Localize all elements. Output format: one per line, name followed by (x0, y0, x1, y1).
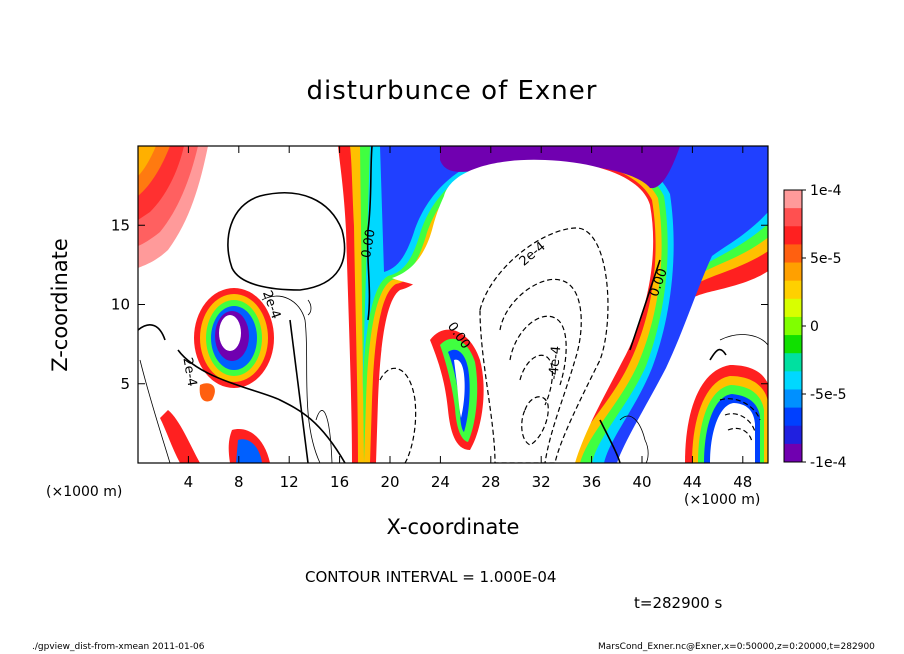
x-axis-label: X-coordinate (386, 515, 520, 539)
colorbar-swatch (784, 316, 802, 336)
colorbar-swatch (784, 407, 802, 427)
x-tick-label: 20 (380, 473, 399, 491)
solid-contours (138, 146, 727, 463)
dashed-contours (379, 227, 761, 463)
y-tick-label: 5 (120, 375, 130, 393)
colorbar-swatch (784, 208, 802, 227)
shaded-region-lower-plumes (430, 329, 484, 450)
colorbar-swatch (784, 371, 802, 390)
x-tick-label: 12 (280, 473, 299, 491)
colorbar-swatch (784, 298, 802, 318)
x-tick-label: 28 (481, 473, 500, 491)
x-tick-label: 48 (733, 473, 752, 491)
colorbar-swatch (784, 425, 802, 445)
colorbar-swatch (784, 280, 802, 300)
x-tick-label: 40 (632, 473, 651, 491)
colorbar-tick-label: 1e-4 (810, 183, 842, 199)
contour-label: -4e-4 (546, 345, 564, 380)
colorbar: 1e-4 5e-5 0 -5e-5 -1e-4 (783, 183, 847, 471)
time-label: t=282900 s (634, 594, 723, 612)
colorbar-swatch (784, 226, 802, 245)
x-tick-label: 32 (532, 473, 551, 491)
shaded-region-bottom-left (160, 383, 270, 463)
x-tick-label: 24 (431, 473, 450, 491)
contour-label: 2e-4 (179, 356, 199, 387)
colorbar-swatch (784, 389, 802, 409)
shaded-region-central-plume (338, 146, 768, 463)
x-tick-label: 36 (582, 473, 601, 491)
x-tick-label: 8 (234, 473, 244, 491)
x-unit-label-left: (×1000 m) (46, 484, 123, 500)
plot-area (138, 146, 768, 463)
colorbar-swatch (784, 190, 802, 209)
footer-script-label: ./gpview_dist-from-xmean 2011-01-06 (32, 642, 205, 652)
colorbar-swatch (784, 244, 802, 264)
thin-contours (139, 295, 768, 463)
contour-label: 0.00 (359, 228, 379, 259)
colorbar-swatch (784, 335, 802, 354)
colorbar-swatch (784, 262, 802, 282)
x-tick-label: 44 (683, 473, 702, 491)
chart-title: disturbunce of Exner (306, 76, 598, 106)
colorbar-tick-label: 5e-5 (810, 251, 841, 267)
x-tick-label: 16 (330, 473, 349, 491)
contour-interval-text: CONTOUR INTERVAL = 1.000E-04 (305, 568, 557, 586)
y-tick-label: 15 (111, 216, 130, 234)
x-unit-label-right: (×1000 m) (684, 492, 761, 508)
colorbar-tick-label: -1e-4 (810, 455, 847, 471)
y-tick-label: 10 (111, 296, 130, 314)
colorbar-tick-label: 0 (810, 319, 819, 335)
shaded-region-left-ring (194, 288, 274, 388)
colorbar-swatch (784, 443, 802, 463)
y-axis-ticks: 5 10 15 (111, 216, 768, 393)
shaded-region-top-left (138, 146, 208, 268)
colorbar-swatch (784, 353, 802, 372)
footer-file-label: MarsCond_Exner.nc@Exner,x=0:50000,z=0:20… (598, 642, 875, 652)
x-axis-ticks: 4 8 12 16 20 24 28 32 36 40 44 48 (184, 146, 752, 491)
x-tick-label: 4 (184, 473, 194, 491)
colorbar-tick-label: -5e-5 (810, 387, 847, 403)
